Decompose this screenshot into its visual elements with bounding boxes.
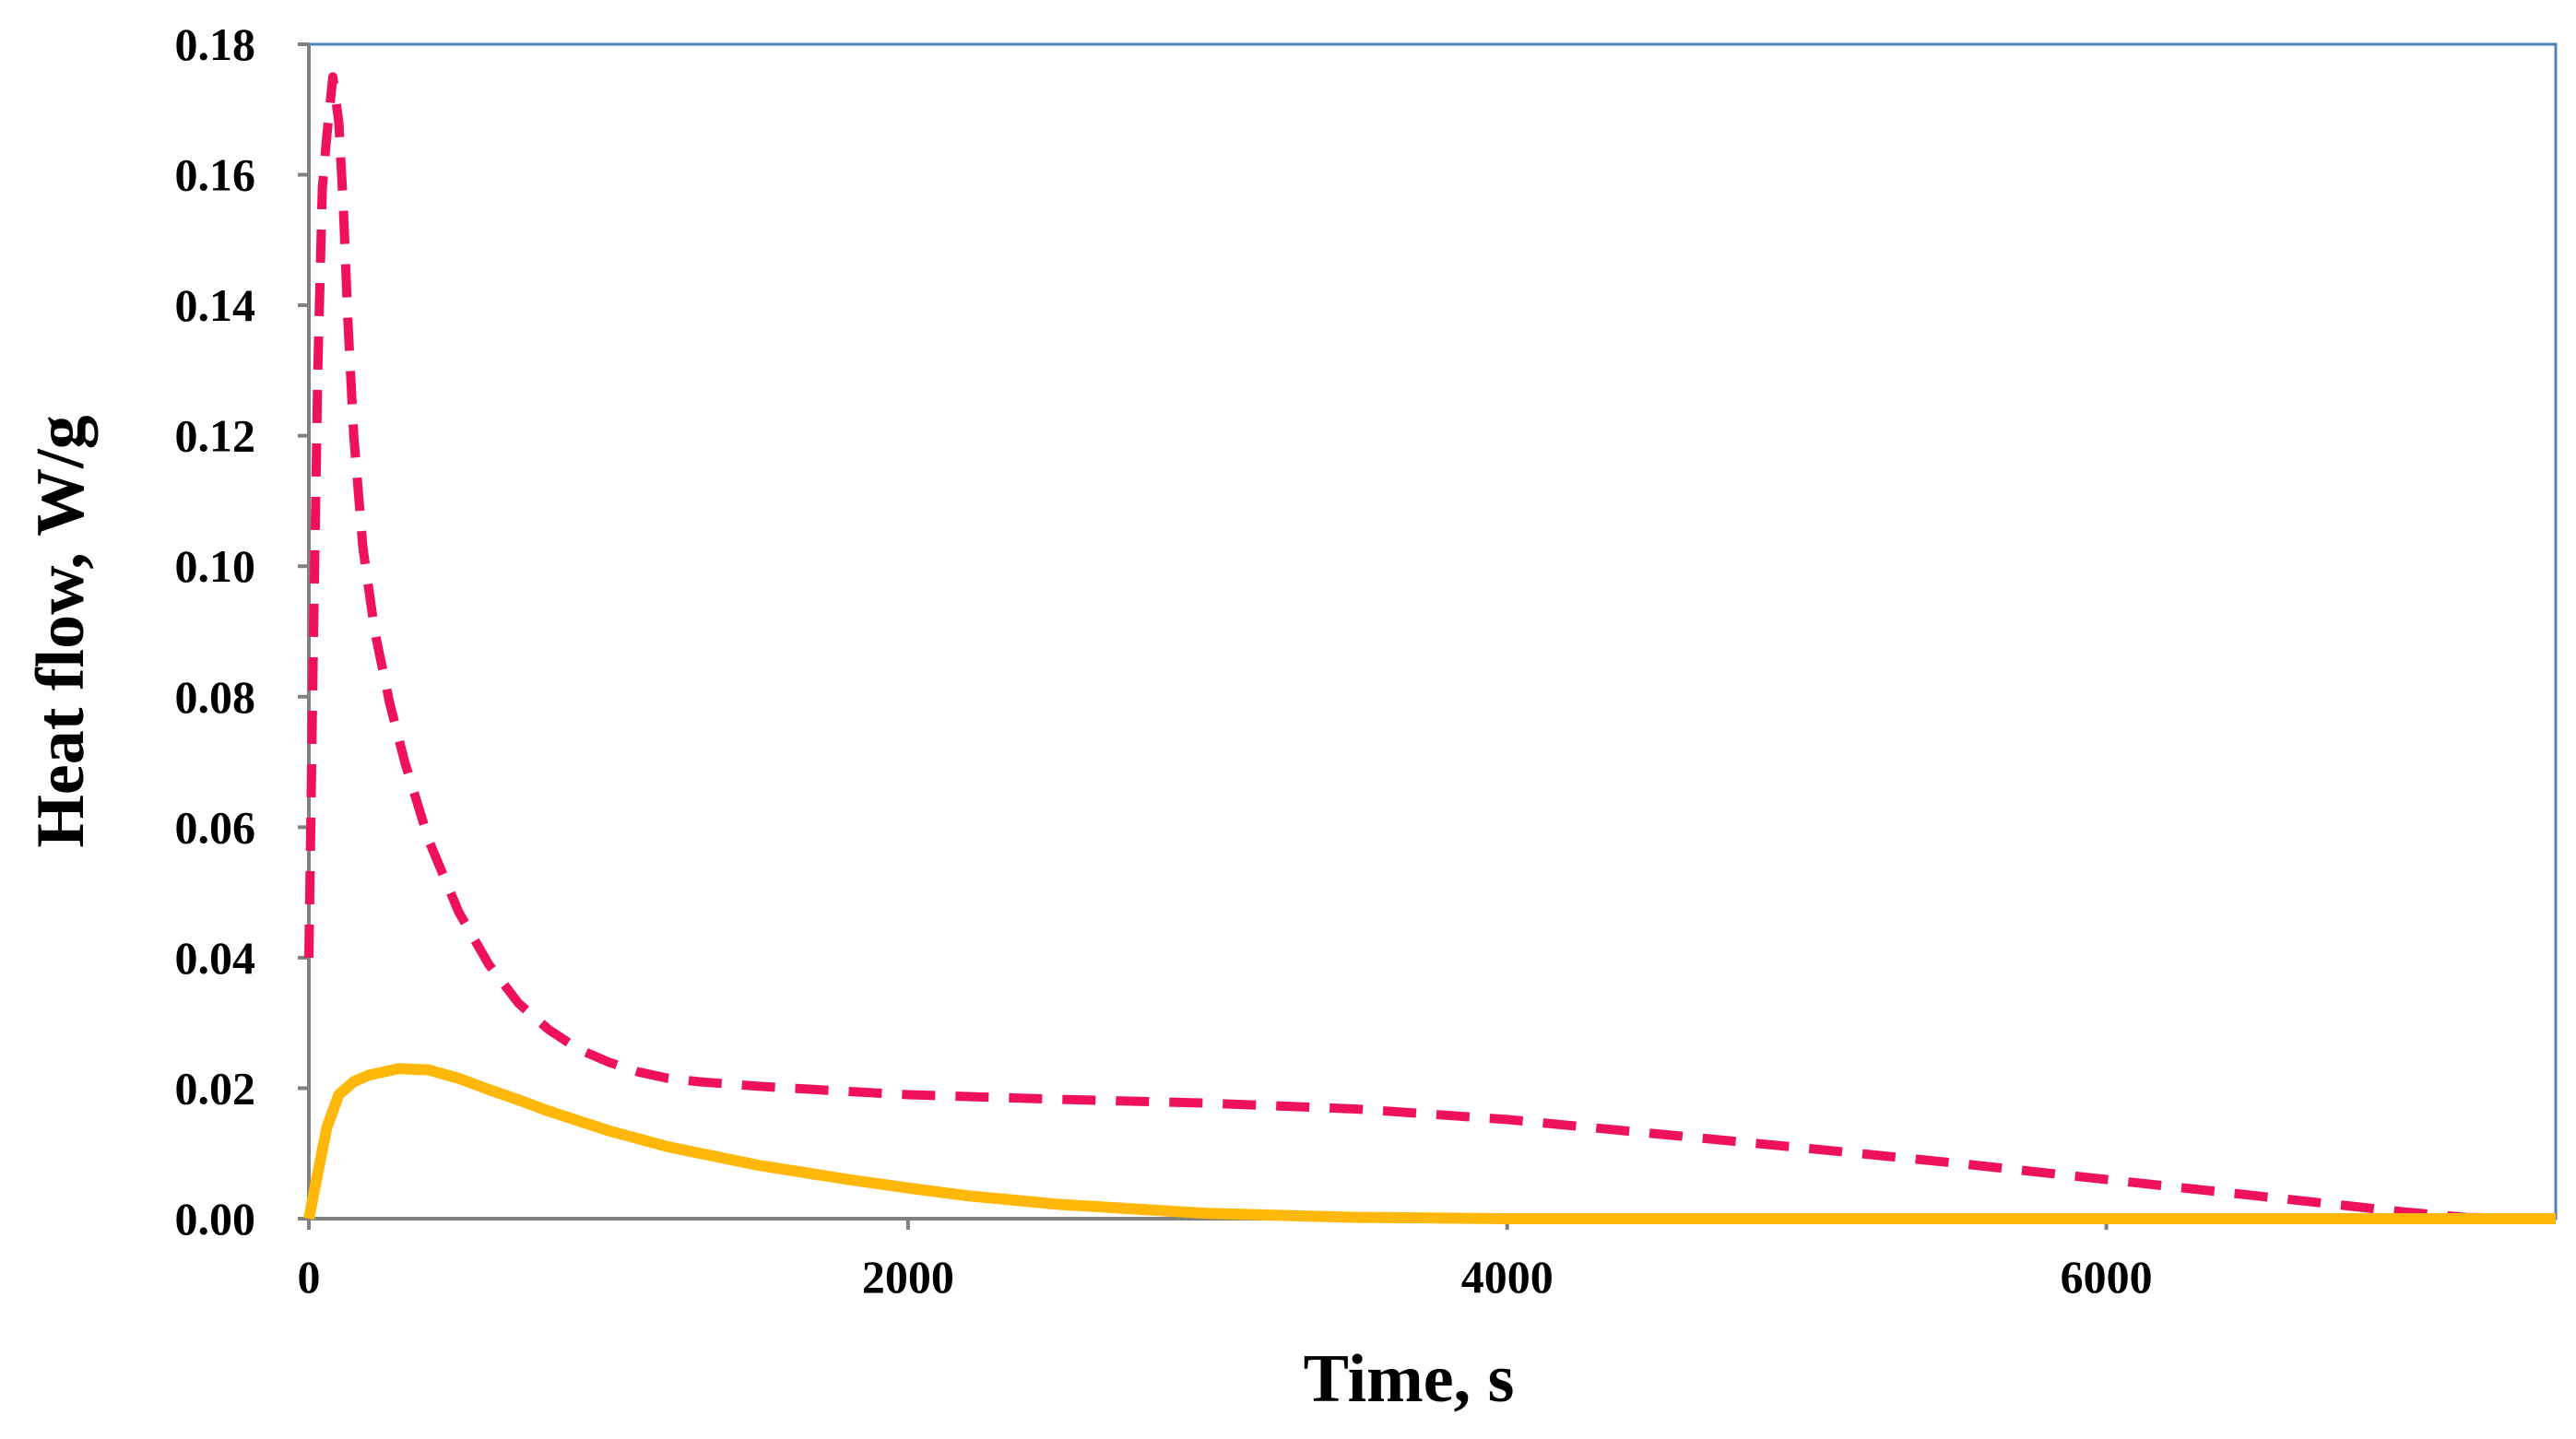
series-layer bbox=[303, 72, 2557, 1224]
x-tick-label: 4000 bbox=[1461, 1251, 1554, 1303]
x-axis-ticks: 0 2000 4000 6000 bbox=[298, 1219, 2153, 1303]
y-tick-label: 0.12 bbox=[175, 410, 256, 462]
y-tick-label: 0.06 bbox=[175, 801, 256, 853]
x-tick-label: 2000 bbox=[862, 1251, 954, 1303]
x-axis-title: Time, s bbox=[1304, 1341, 1515, 1417]
y-axis-title: Heat flow, W/g bbox=[23, 415, 99, 847]
x-tick-label: 0 bbox=[298, 1251, 321, 1303]
x-tick-label: 6000 bbox=[2061, 1251, 2153, 1303]
y-tick-label: 0.16 bbox=[175, 149, 256, 201]
y-tick-label: 0.04 bbox=[175, 932, 256, 984]
series-line-dashed bbox=[304, 72, 2557, 1223]
y-tick-label: 0.08 bbox=[175, 671, 256, 723]
y-tick-label: 0.18 bbox=[175, 18, 256, 70]
y-tick-label: 0.00 bbox=[175, 1193, 256, 1244]
series-line-solid bbox=[303, 1063, 2556, 1224]
y-tick-label: 0.02 bbox=[175, 1062, 256, 1114]
y-axis-ticks: 0.00 0.02 0.04 0.06 0.08 0.10 0.12 0.14 0.16 0.18 bbox=[175, 18, 309, 1244]
y-tick-label: 0.10 bbox=[175, 540, 256, 592]
plot-frame bbox=[307, 42, 2558, 1221]
y-tick-label: 0.14 bbox=[175, 279, 256, 331]
